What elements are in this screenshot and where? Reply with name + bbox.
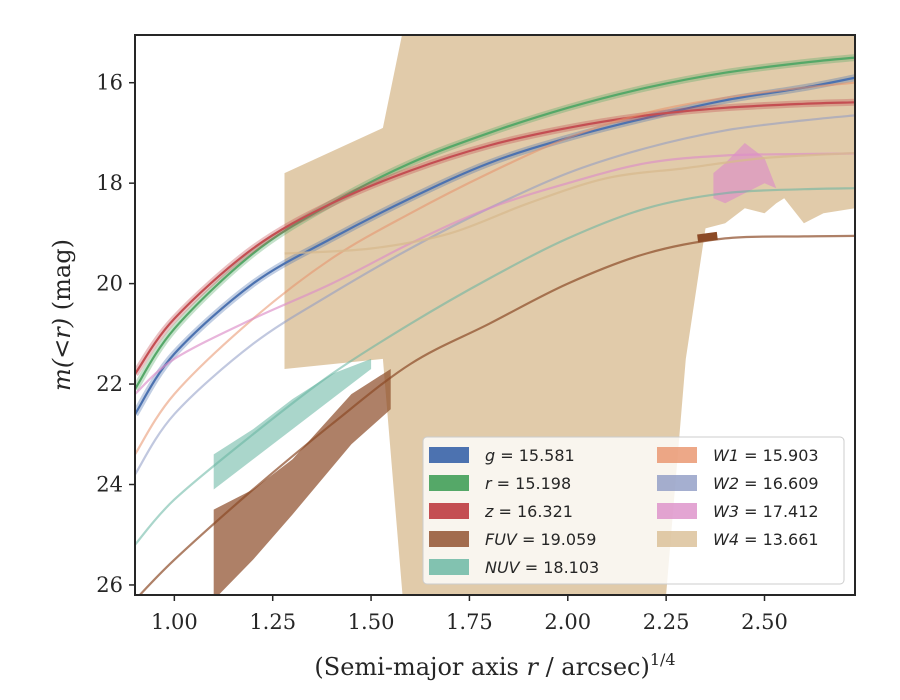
band-fuv (213, 369, 391, 595)
legend-label-w4: W4 = 13.661 (713, 530, 819, 549)
line-fuv (138, 234, 855, 595)
line-w1 (135, 81, 855, 456)
legend-item-w3: W3 = 17.412 (657, 502, 819, 521)
legend-swatch-z (429, 503, 469, 519)
legend-label-g: g = 15.581 (485, 446, 575, 465)
legend-item-fuv: FUV = 19.059 (429, 530, 596, 549)
y-tick-label: 26 (96, 573, 123, 597)
x-tick-label: 2.25 (643, 610, 690, 634)
legend-item-g: g = 15.581 (429, 446, 575, 465)
y-tick-label: 16 (96, 71, 123, 95)
plot-frame (134, 34, 856, 596)
legend-item-r: r = 15.198 (429, 474, 571, 493)
legend-label-fuv: FUV = 19.059 (485, 530, 596, 549)
x-tick-label: 1.00 (151, 610, 198, 634)
tick-layer: 1.00 1.25 1.50 1.75 2.00 2.25 2.50 16 18 20 22 24 26 (96, 71, 788, 634)
legend-box (422, 436, 845, 585)
legend-swatch-w4 (657, 531, 697, 547)
line-layer (135, 54, 855, 595)
legend-label-r: r = 15.198 (485, 474, 571, 493)
x-tick-label: 2.50 (741, 610, 788, 634)
line-z (135, 101, 855, 375)
band-nuv (213, 358, 372, 490)
line-r (135, 56, 855, 390)
legend-swatch-w1 (657, 447, 697, 463)
y-tick-label: 20 (96, 272, 123, 296)
line-g (135, 76, 855, 415)
y-tick-label: 24 (96, 473, 123, 497)
legend-item-nuv: NUV = 18.103 (429, 558, 599, 577)
x-axis-label: (Semi-major axis r / arcsec)1/4 (314, 650, 675, 681)
legend-item-z: z = 16.321 (429, 502, 573, 521)
line-nuv (135, 187, 855, 546)
legend-item-w2: W2 = 16.609 (657, 474, 819, 493)
y-tick-label: 22 (96, 372, 123, 396)
legend-swatch-w2 (657, 475, 697, 491)
legend-label-w2: W2 = 16.609 (713, 474, 819, 493)
legend-swatch-nuv (429, 559, 469, 575)
segment-fuv (697, 231, 718, 243)
y-tick-label: 18 (96, 171, 123, 195)
legend-label-w3: W3 = 17.412 (713, 502, 819, 521)
legend-swatch-r (429, 475, 469, 491)
legend-item-w4: W4 = 13.661 (657, 530, 819, 549)
x-tick-label: 1.25 (249, 610, 296, 634)
x-tick-label: 2.00 (544, 610, 591, 634)
line-w4 (284, 151, 855, 255)
x-tick-label: 1.50 (348, 610, 395, 634)
legend-label-z: z = 16.321 (484, 502, 573, 521)
legend-item-w1: W1 = 15.903 (657, 446, 819, 465)
legend-label-nuv: NUV = 18.103 (485, 558, 599, 577)
legend-swatch-g (429, 447, 469, 463)
legend-label-w1: W1 = 15.903 (713, 446, 819, 465)
legend-swatch-fuv (429, 531, 469, 547)
line-w3 (135, 152, 855, 395)
x-tick-label: 1.75 (446, 610, 493, 634)
legend-swatch-w3 (657, 503, 697, 519)
legend: g = 15.581 r = 15.198 z = 16.321 FUV = 19.0… (422, 436, 845, 585)
y-axis-label: m(<r) (mag) (48, 239, 76, 391)
